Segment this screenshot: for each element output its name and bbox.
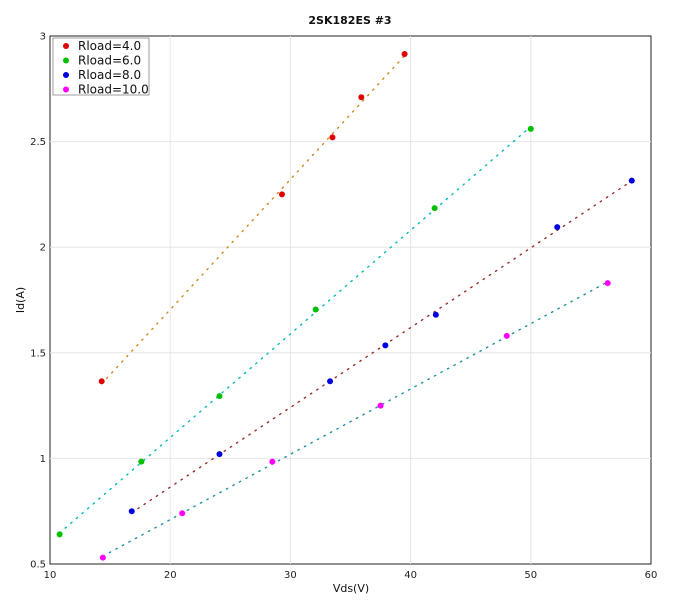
series-1-point [401,50,408,57]
series-2-point [56,531,63,538]
series-2-point [312,306,319,313]
y-tick-label: 2.5 [30,137,46,148]
series-3-point [628,177,635,184]
legend-marker [63,86,69,93]
x-tick-label: 60 [645,570,658,581]
x-axis-ticks: 10 20 30 40 50 60 [44,570,658,581]
series-4-point [503,332,510,339]
legend-marker [63,57,69,64]
legend-label: Rload=10.0 [78,83,149,97]
series-4-point [604,280,611,287]
grid [50,36,651,564]
chart-title: 2SK182ES #3 [308,14,391,27]
series-2-point [527,125,534,132]
legend-marker [63,43,69,49]
series-1-fit-line [100,54,406,385]
legend-box [52,37,150,96]
series-3-point [382,342,389,349]
series-3-point [128,508,135,515]
series-1-point [329,134,336,141]
series-3-point [216,451,223,458]
data-points [56,50,635,561]
y-tick-label: 1 [40,454,46,465]
legend-label: Rload=4.0 [78,39,141,53]
series-2-fit-line [58,125,532,534]
y-tick-label: 2 [40,243,46,254]
y-tick-label: 3 [40,32,46,43]
series-1-point [98,378,105,385]
legend-marker [63,72,69,78]
series-3-point [327,378,334,385]
plot-area [49,35,652,565]
series-4-point [99,554,106,561]
series-2-point [216,393,223,400]
series-4-point [179,510,186,517]
series-4-point [377,402,384,409]
x-tick-label: 40 [404,570,417,581]
fit-lines [58,54,633,557]
series-2-point [138,458,145,465]
x-axis-label: Vds(V) [333,582,369,595]
x-tick-label: 10 [44,570,57,581]
series-4-point [269,458,276,465]
legend-label: Rload=8.0 [78,68,141,82]
y-tick-label: 1.5 [30,348,46,359]
series-2-point [431,205,438,212]
y-axis-label: Id(A) [14,287,27,313]
series-4-fit-line [102,281,609,557]
series-1-point [358,94,365,101]
y-tick-label: 0.5 [30,560,46,571]
series-3-point [554,224,561,231]
y-axis-ticks: 0.5 1 1.5 2 2.5 3 [30,32,46,571]
series-3-point [432,311,439,318]
x-tick-label: 30 [284,570,297,581]
series-1-point [278,191,285,198]
legend-label: Rload=6.0 [78,54,141,68]
x-tick-label: 20 [164,570,177,581]
x-tick-label: 50 [524,570,537,581]
